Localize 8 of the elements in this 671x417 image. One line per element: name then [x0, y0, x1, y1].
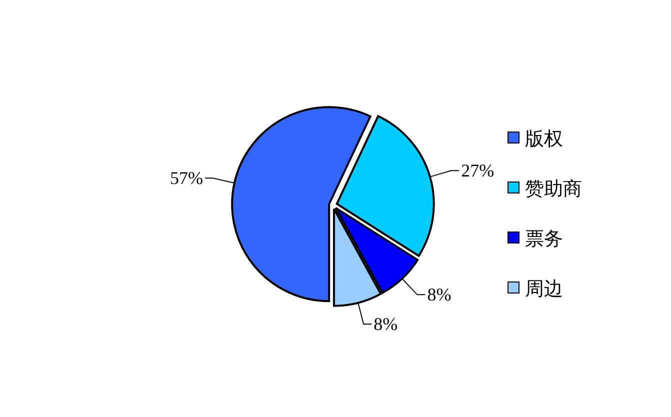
- data-label: 27%: [461, 160, 494, 181]
- legend-label: 赞助商: [525, 178, 582, 200]
- legend-label: 周边: [525, 278, 563, 300]
- data-label: 8%: [427, 284, 452, 305]
- legend-label: 票务: [525, 228, 563, 250]
- legend-label: 版权: [525, 128, 563, 150]
- data-label: 57%: [170, 168, 203, 188]
- data-label: 8%: [374, 314, 398, 334]
